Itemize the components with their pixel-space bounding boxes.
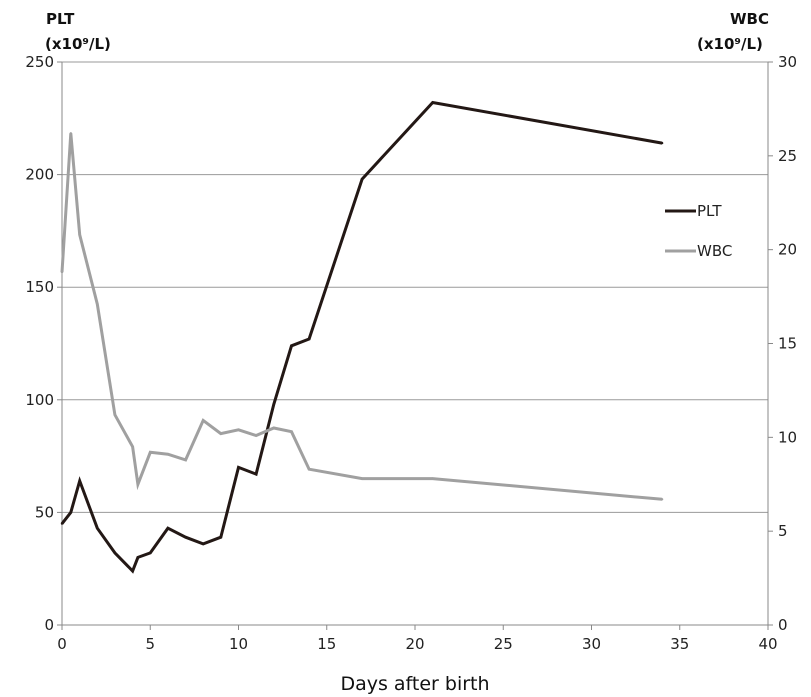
- data-point-wbc: [78, 233, 80, 235]
- data-point-plt: [202, 543, 204, 545]
- data-point-wbc: [167, 453, 169, 455]
- data-point-wbc: [273, 427, 275, 429]
- left-tick-label: 50: [35, 503, 54, 521]
- data-point-wbc: [255, 434, 257, 436]
- right-axis-title-line1: WBC: [730, 10, 769, 28]
- left-axis-title-line1: PLT: [46, 10, 75, 28]
- series-line-wbc: [62, 133, 662, 499]
- data-point-plt: [361, 178, 363, 180]
- data-point-plt: [661, 142, 663, 144]
- data-point-wbc: [184, 459, 186, 461]
- data-point-plt: [255, 473, 257, 475]
- data-point-plt: [290, 345, 292, 347]
- data-point-wbc: [131, 446, 133, 448]
- right-tick-label: 5: [778, 522, 788, 540]
- data-point-plt: [184, 536, 186, 538]
- x-tick-label: 20: [405, 635, 424, 653]
- data-point-plt: [137, 556, 139, 558]
- x-axis-title: Days after birth: [340, 673, 489, 695]
- legend-label-plt: PLT: [697, 202, 722, 220]
- data-point-wbc: [431, 477, 433, 479]
- data-point-plt: [70, 511, 72, 513]
- data-point-wbc: [220, 432, 222, 434]
- data-point-plt: [220, 536, 222, 538]
- data-point-plt: [78, 480, 80, 482]
- grid-lines: [62, 62, 768, 625]
- data-point-plt: [237, 466, 239, 468]
- right-tick-label: 15: [778, 335, 797, 353]
- data-point-plt: [308, 338, 310, 340]
- right-tick-label: 10: [778, 428, 797, 446]
- right-axis-title-line2: (x10⁹/L): [697, 35, 763, 53]
- x-tick-label: 5: [145, 635, 155, 653]
- series-lines: [61, 101, 664, 572]
- data-point-wbc: [149, 451, 151, 453]
- data-point-wbc: [237, 429, 239, 431]
- data-point-wbc: [96, 303, 98, 305]
- right-tick-label: 30: [778, 53, 797, 71]
- left-tick-label: 150: [25, 278, 54, 296]
- data-point-wbc: [202, 419, 204, 421]
- right-tick-label: 25: [778, 147, 797, 165]
- data-point-wbc: [114, 414, 116, 416]
- left-tick-label: 0: [44, 616, 54, 634]
- data-point-wbc: [308, 468, 310, 470]
- data-point-wbc: [70, 132, 72, 134]
- data-point-plt: [167, 527, 169, 529]
- x-tick-label: 10: [229, 635, 248, 653]
- x-tick-label: 0: [57, 635, 67, 653]
- data-point-plt: [131, 570, 133, 572]
- axes: 0 50 100 150 200 250 0 5 10 15 20 25 30 0 5 10 15 20 25 30 3…: [25, 53, 797, 653]
- data-point-wbc: [290, 431, 292, 433]
- left-tick-label: 100: [25, 391, 54, 409]
- legend-label-wbc: WBC: [697, 242, 732, 260]
- right-tick-label: 20: [778, 241, 797, 259]
- data-point-wbc: [361, 477, 363, 479]
- x-tick-label: 30: [582, 635, 601, 653]
- data-point-plt: [273, 403, 275, 405]
- x-tick-label: 40: [758, 635, 777, 653]
- data-point-wbc: [61, 271, 63, 273]
- series-line-plt: [62, 103, 662, 572]
- data-point-plt: [149, 552, 151, 554]
- data-point-plt: [431, 101, 433, 103]
- x-tick-label: 35: [670, 635, 689, 653]
- data-point-plt: [96, 527, 98, 529]
- data-point-wbc: [661, 498, 663, 500]
- x-tick-label: 15: [317, 635, 336, 653]
- x-tick-label: 25: [494, 635, 513, 653]
- data-point-plt: [114, 552, 116, 554]
- left-tick-label: 250: [25, 53, 54, 71]
- left-axis-title-line2: (x10⁹/L): [45, 35, 111, 53]
- right-tick-label: 0: [778, 616, 788, 634]
- data-point-wbc: [137, 483, 139, 485]
- legend: PLT WBC: [665, 202, 732, 260]
- data-point-plt: [61, 522, 63, 524]
- left-tick-label: 200: [25, 166, 54, 184]
